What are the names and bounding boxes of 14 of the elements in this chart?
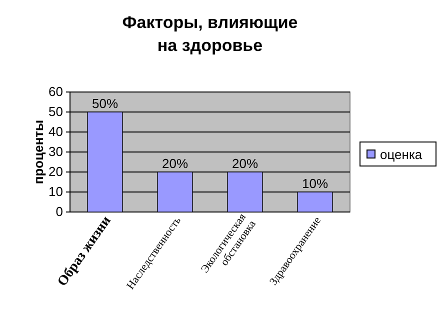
y-tick-label: 20 xyxy=(48,164,63,180)
data-label: 10% xyxy=(302,176,328,191)
y-axis-title: проценты xyxy=(31,120,46,184)
y-tick-label: 50 xyxy=(48,104,63,120)
data-label: 50% xyxy=(92,96,118,111)
legend-label: оценка xyxy=(380,147,423,162)
y-tick-label: 30 xyxy=(48,144,63,160)
chart-title: Факторы, влияющие на здоровье xyxy=(122,13,298,55)
y-tick-label: 60 xyxy=(48,84,63,100)
y-tick-label: 0 xyxy=(56,204,63,220)
data-label: 20% xyxy=(162,156,188,171)
y-tick-label: 10 xyxy=(48,184,63,200)
y-tick-label: 40 xyxy=(48,124,63,140)
data-label: 20% xyxy=(232,156,258,171)
